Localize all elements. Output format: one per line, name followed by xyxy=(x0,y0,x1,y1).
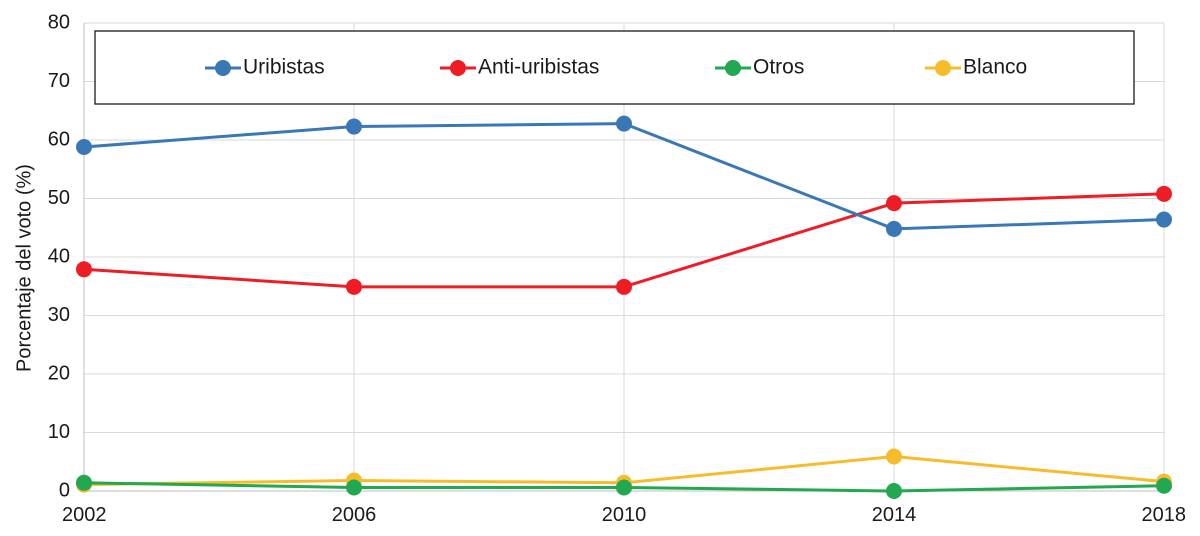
data-point xyxy=(1156,477,1172,494)
x-tick-label: 2006 xyxy=(332,504,377,526)
legend-label: Blanco xyxy=(963,56,1027,79)
data-point xyxy=(76,139,92,156)
y-tick-label: 30 xyxy=(48,304,70,326)
x-tick-label: 2014 xyxy=(872,504,917,526)
y-tick-label: 80 xyxy=(48,11,70,33)
y-axis-label: Porcentaje del voto (%) xyxy=(13,164,35,372)
x-axis-ticks: 2002 2006 2010 2014 2018 xyxy=(62,504,1186,526)
x-tick-label: 2018 xyxy=(1142,504,1187,526)
data-point xyxy=(1156,211,1172,228)
legend-swatch-marker xyxy=(215,60,231,76)
legend: Uribistas Anti-uribistas Otros Blanco xyxy=(205,56,1027,79)
legend-label: Otros xyxy=(753,56,804,79)
y-tick-label: 40 xyxy=(48,245,70,267)
legend-swatch-marker xyxy=(725,60,741,76)
data-point xyxy=(886,195,902,212)
legend-item: Otros xyxy=(715,56,804,79)
series-uribistas xyxy=(76,115,1172,237)
series-group xyxy=(76,115,1172,499)
x-tick-label: 2010 xyxy=(602,504,647,526)
y-tick-label: 50 xyxy=(48,187,70,209)
legend-label: Anti-uribistas xyxy=(478,56,599,79)
y-axis-ticks: 0 10 20 30 40 50 60 70 80 xyxy=(48,11,70,501)
data-point xyxy=(616,479,632,496)
legend-swatch-marker xyxy=(935,60,951,76)
legend-item: Anti-uribistas xyxy=(440,56,599,79)
data-point xyxy=(346,118,362,135)
data-point xyxy=(886,220,902,237)
legend-label: Uribistas xyxy=(243,56,325,79)
legend-swatch-marker xyxy=(450,60,466,76)
y-tick-label: 10 xyxy=(48,421,70,443)
data-point xyxy=(616,278,632,295)
y-tick-label: 0 xyxy=(59,479,70,501)
data-point xyxy=(76,261,92,278)
series-anti-uribistas xyxy=(76,185,1172,295)
data-point xyxy=(346,479,362,496)
data-point xyxy=(886,448,902,465)
x-tick-label: 2002 xyxy=(62,504,107,526)
data-point xyxy=(76,474,92,491)
y-tick-label: 70 xyxy=(48,70,70,92)
data-point xyxy=(616,115,632,132)
y-tick-label: 20 xyxy=(48,362,70,384)
data-point xyxy=(886,483,902,499)
legend-item: Uribistas xyxy=(205,56,325,79)
data-point xyxy=(346,278,362,295)
legend-item: Blanco xyxy=(925,56,1027,79)
y-tick-label: 60 xyxy=(48,128,70,150)
data-point xyxy=(1156,185,1172,202)
series-otros xyxy=(76,474,1172,499)
